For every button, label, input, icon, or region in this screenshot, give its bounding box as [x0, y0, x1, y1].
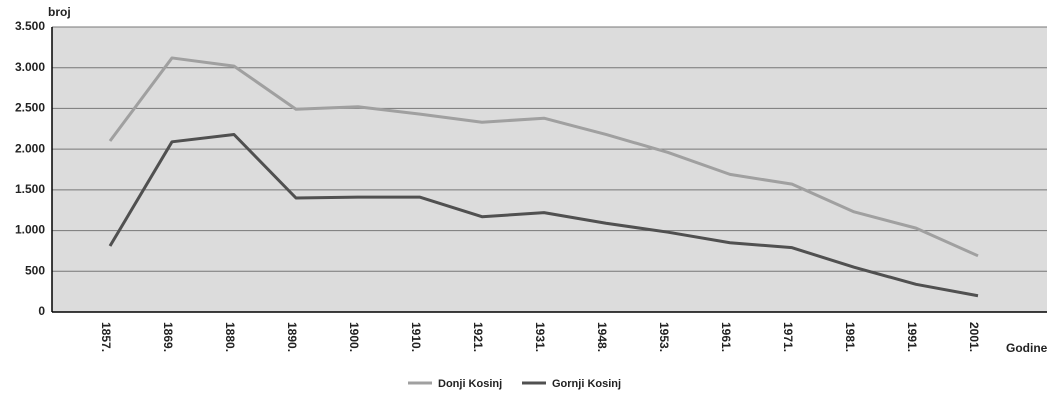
y-tick-label: 1.500	[15, 182, 45, 196]
x-axis-label: Godine	[1006, 341, 1048, 355]
x-tick-label: 1991.	[905, 322, 919, 352]
x-tick-label: 2001.	[967, 322, 981, 352]
y-tick-label: 2.000	[15, 141, 45, 155]
y-tick-label: 2.500	[15, 101, 45, 115]
legend-label: Donji Kosinj	[438, 378, 502, 390]
y-tick-label: 3.000	[15, 60, 45, 74]
x-tick-label: 1921.	[471, 322, 485, 352]
x-tick-label: 1961.	[719, 322, 733, 352]
y-tick-label: 0	[38, 304, 45, 318]
x-tick-label: 1880.	[223, 322, 237, 352]
data-line	[108, 56, 979, 258]
x-tick-label: 1900.	[347, 322, 361, 352]
y-axis-label: broj	[48, 5, 71, 19]
y-tick-label: 3.500	[15, 19, 45, 33]
x-tick-label: 1931.	[533, 322, 547, 352]
x-tick-label: 1869.	[161, 322, 175, 352]
x-tick-label: 1981.	[843, 322, 857, 352]
y-tick-label: 500	[25, 263, 45, 277]
x-tick-label: 1890.	[285, 322, 299, 352]
x-tick-label: 1953.	[657, 322, 671, 352]
legend-label: Gornji Kosinj	[552, 378, 621, 390]
plot-area	[52, 27, 1047, 312]
y-tick-label: 1.000	[15, 223, 45, 237]
x-tick-label: 1971.	[781, 322, 795, 352]
x-tick-label: 1948.	[595, 322, 609, 352]
x-tick-label: 1910.	[409, 322, 423, 352]
x-tick-label: 1857.	[99, 322, 113, 352]
data-line	[108, 132, 979, 298]
